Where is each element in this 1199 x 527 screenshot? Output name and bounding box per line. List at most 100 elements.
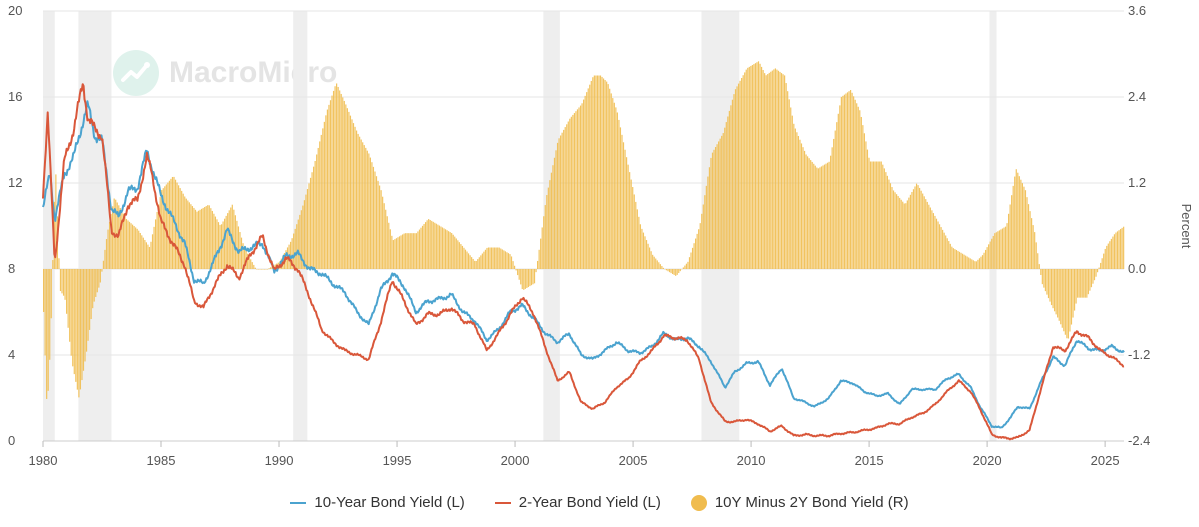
spread-bar [810, 160, 812, 269]
spread-bar [688, 257, 691, 269]
spread-bar [690, 252, 692, 269]
spread-bar [719, 138, 721, 269]
spread-bar [182, 193, 184, 269]
spread-bar [734, 89, 737, 270]
spread-bar [1050, 269, 1053, 306]
spread-bar [880, 161, 882, 269]
legend-item-spread[interactable]: 10Y Minus 2Y Bond Yield (R) [690, 494, 909, 511]
spread-bar [894, 192, 896, 269]
spread-bar [853, 96, 855, 270]
spread-bar [616, 112, 618, 269]
spread-bar [679, 269, 681, 272]
spread-bar [471, 257, 473, 269]
spread-bar [576, 109, 579, 270]
x-tick-label: 1995 [383, 453, 412, 468]
spread-bar [403, 233, 405, 269]
spread-bar [1077, 269, 1079, 298]
spread-bar [862, 125, 864, 269]
spread-bar [1109, 241, 1111, 269]
spread-bar [135, 227, 137, 269]
spread-bar [136, 228, 138, 269]
legend-item-10y[interactable]: 10-Year Bond Yield (L) [290, 494, 465, 511]
spread-bar [81, 269, 83, 381]
spread-bar [653, 256, 655, 269]
left-tick-label: 0 [8, 433, 15, 448]
spread-bar [538, 249, 540, 269]
right-axis-title: Percent [1179, 204, 1194, 249]
x-tick-label: 2010 [737, 453, 766, 468]
spread-bar [753, 64, 755, 269]
spread-bar [251, 262, 253, 269]
spread-bar [526, 269, 528, 288]
spread-bar [652, 254, 654, 269]
spread-bar [742, 75, 744, 269]
spread-bar [82, 269, 85, 371]
right-axis: -2.4 -1.2 0.0 1.2 2.4 3.6 [1128, 3, 1150, 448]
spread-bar [854, 99, 856, 269]
spread-bar [43, 269, 45, 312]
spread-bar [454, 236, 456, 269]
spread-bar [1087, 269, 1089, 295]
spread-bar [378, 185, 381, 269]
spread-bar [699, 223, 701, 269]
spread-bar [822, 165, 824, 269]
spread-bar [467, 253, 470, 269]
spread-bar [776, 69, 778, 270]
spread-bar [868, 157, 870, 269]
spread-bar [879, 161, 881, 269]
spread-bar [299, 214, 301, 269]
spread-bar [615, 107, 617, 270]
spread-bar [517, 269, 519, 276]
spread-bar [259, 269, 261, 270]
recession-band [989, 11, 997, 441]
two-year-yield-line [42, 83, 1125, 441]
legend: 10-Year Bond Yield (L) 2-Year Bond Yield… [0, 494, 1199, 511]
spread-bar [630, 179, 632, 269]
spread-bar [590, 80, 592, 270]
spread-bar [877, 161, 879, 269]
spread-bar [391, 235, 393, 269]
spread-bar [119, 208, 121, 269]
spread-bar [248, 256, 250, 269]
spread-bar [833, 138, 835, 269]
spread-bar [856, 103, 858, 269]
spread-bar [547, 187, 549, 269]
spread-bar [1040, 269, 1042, 275]
spread-bar [609, 88, 611, 269]
spread-bar [696, 233, 698, 269]
spread-bar [702, 204, 704, 269]
spread-bar [329, 100, 332, 269]
spread-bar [274, 264, 276, 269]
spread-bar [85, 269, 88, 352]
spread-bar [449, 232, 451, 269]
spread-bar [1061, 269, 1063, 328]
spread-bar [127, 220, 129, 269]
spread-bar [736, 86, 738, 269]
spread-bar [920, 190, 922, 269]
legend-item-2y[interactable]: 2-Year Bond Yield (L) [494, 494, 661, 511]
spread-bar [217, 222, 220, 269]
spread-bar [213, 213, 215, 269]
spread-bar [178, 185, 180, 269]
spread-bar [929, 207, 931, 269]
spread-bar [759, 63, 761, 269]
spread-bar [728, 110, 730, 269]
spread-bar [599, 75, 602, 269]
spread-bar [760, 66, 763, 270]
spread-bar [802, 147, 804, 269]
spread-bar [612, 98, 614, 269]
watermark: MacroMicro [113, 50, 337, 96]
spread-bar [518, 269, 520, 280]
spread-bar [773, 69, 775, 270]
spread-bar [800, 143, 803, 269]
spread-bar [672, 269, 674, 275]
x-tick-label: 1990 [265, 453, 294, 468]
spread-bar [351, 119, 353, 269]
x-tick-label: 2005 [619, 453, 648, 468]
spread-bar [1029, 211, 1031, 269]
spread-bar [87, 269, 89, 341]
spread-bar [865, 141, 867, 269]
spread-bar [207, 205, 209, 269]
spread-bar [145, 242, 147, 269]
spread-bar [1044, 269, 1047, 292]
